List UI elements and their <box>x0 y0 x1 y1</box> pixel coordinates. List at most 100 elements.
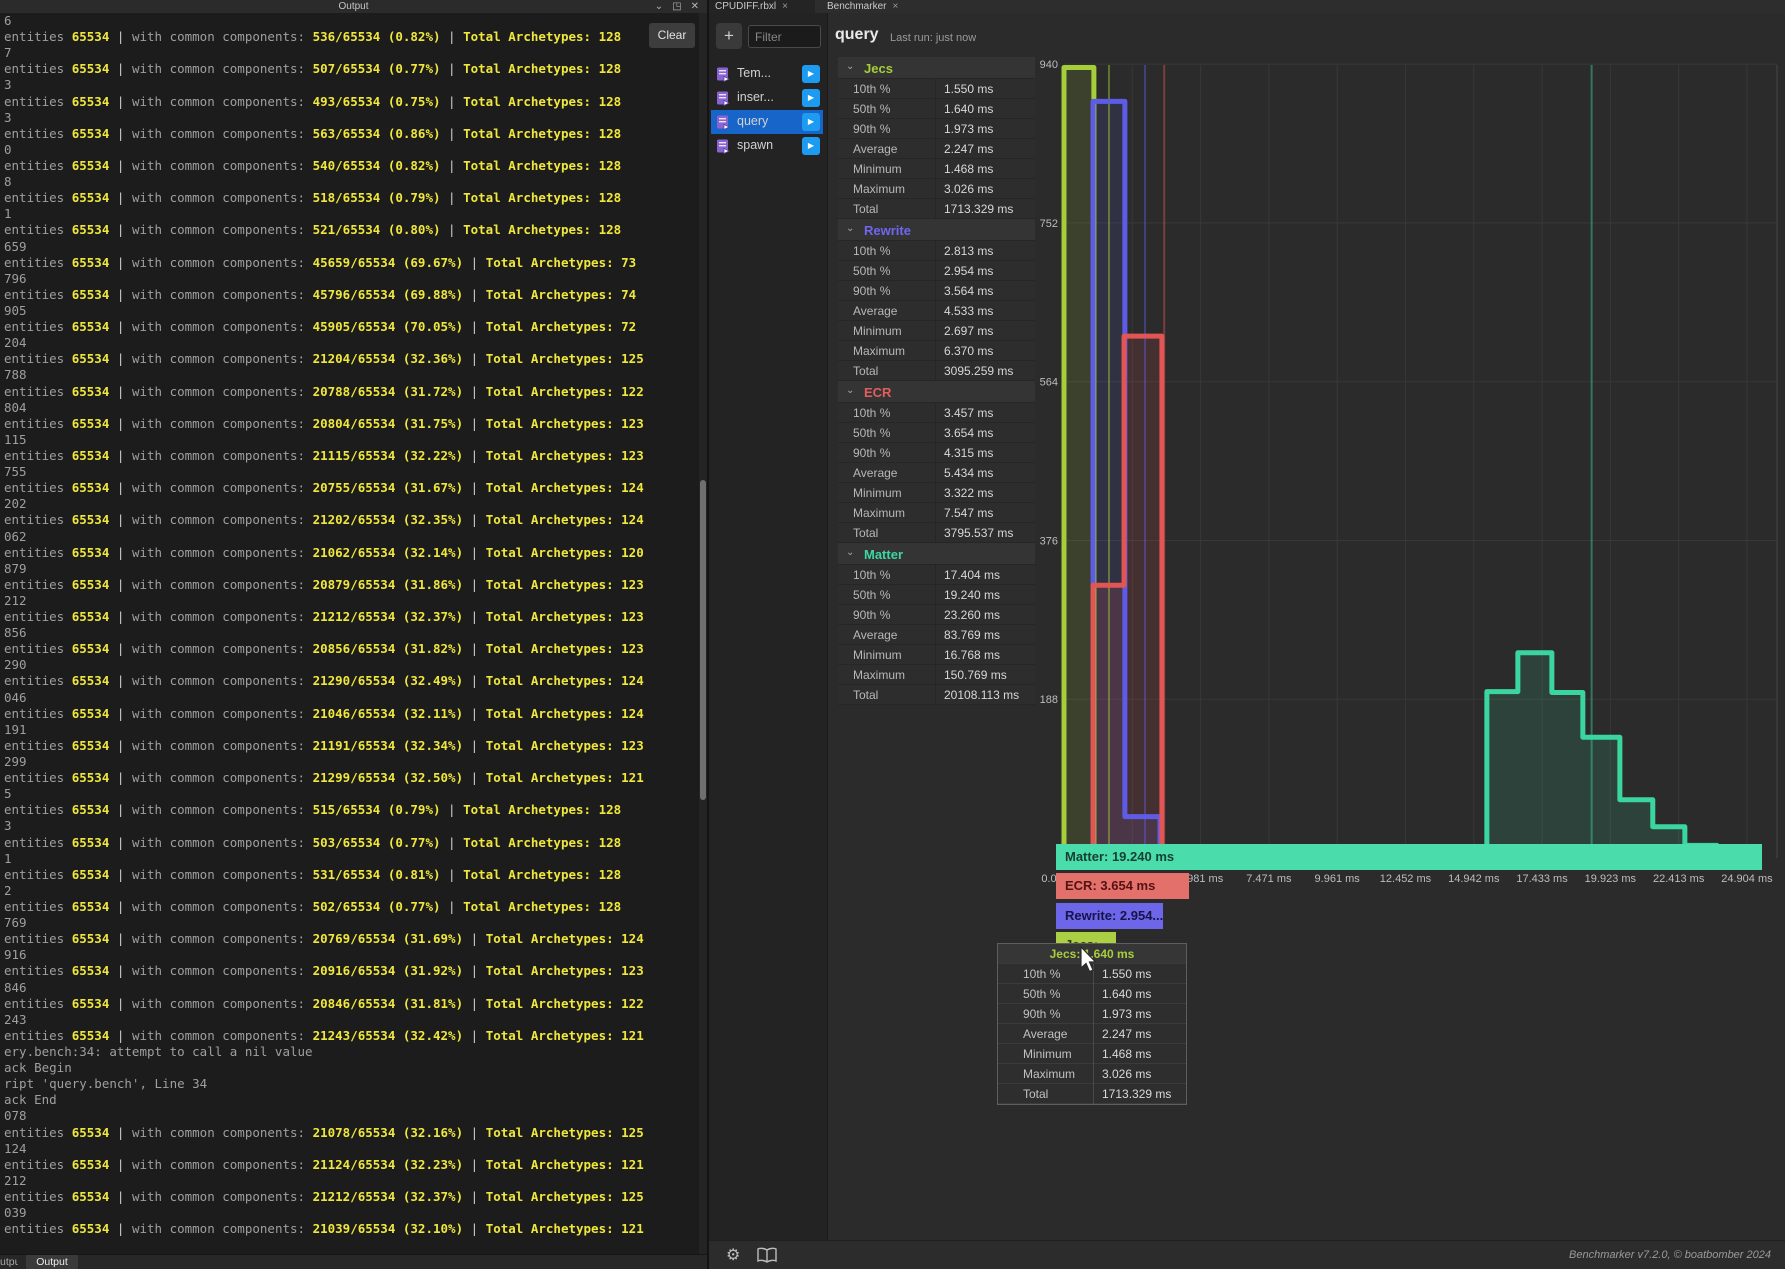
x-axis-tick: 7.471 ms <box>1246 873 1292 885</box>
output-line: 804 <box>4 399 27 415</box>
tab-benchmarker[interactable]: Benchmarker × <box>827 1 899 12</box>
stat-label: Minimum <box>853 324 902 338</box>
output-line: entities 65534 | with common components:… <box>4 1221 644 1237</box>
output-line: 1 <box>4 850 12 866</box>
output-line: 290 <box>4 657 27 673</box>
output-line: entities 65534 | with common components:… <box>4 1188 644 1204</box>
page-title: query <box>835 26 879 43</box>
output-line: 212 <box>4 1172 27 1188</box>
output-line: 5 <box>4 786 12 802</box>
stat-row: Maximum 7.547 ms <box>838 503 1035 523</box>
sidebar-item-inser[interactable]: inser... ▶ <box>711 86 823 110</box>
stat-label: Average <box>853 304 898 318</box>
output-line: ack Begin <box>4 1060 72 1076</box>
output-line: 1 <box>4 206 12 222</box>
stat-label: 10th % <box>853 568 891 582</box>
stat-row: 10th % 3.457 ms <box>838 403 1035 423</box>
stat-row: Minimum 16.768 ms <box>838 645 1035 665</box>
popout-icon[interactable]: ◳ <box>672 1 682 12</box>
section-header-rewrite[interactable]: ⌄ Rewrite <box>838 219 1035 241</box>
run-benchmark-button[interactable]: ▶ <box>802 137 820 155</box>
docs-book-icon[interactable] <box>756 1247 778 1264</box>
stat-label: 90th % <box>853 608 891 622</box>
output-line: 078 <box>4 1108 27 1124</box>
sidebar-item-tem[interactable]: Tem... ▶ <box>711 62 823 86</box>
stat-label: Maximum <box>853 506 906 520</box>
stat-row: 10th % 1.550 ms <box>838 79 1035 99</box>
histogram-chart[interactable]: 1883765647529400.000 ms2.490 ms4.981 ms7… <box>1030 40 1785 890</box>
section-header-jecs[interactable]: ⌄ Jecs <box>838 57 1035 79</box>
output-line: 299 <box>4 754 27 770</box>
stat-value: 2.247 ms <box>935 139 1035 159</box>
stat-label: 50th % <box>853 102 891 116</box>
close-icon[interactable]: ✕ <box>690 1 699 12</box>
close-icon[interactable]: × <box>782 1 788 12</box>
stat-label: Total <box>853 364 879 378</box>
tooltip-stat-value: 1.468 ms <box>1093 1044 1187 1064</box>
output-titlebar: Output ⌄ ◳ ✕ <box>0 0 707 13</box>
stat-row: Average 2.247 ms <box>838 139 1035 159</box>
filter-input[interactable] <box>748 25 821 48</box>
stat-label: 50th % <box>853 264 891 278</box>
stat-value: 1.973 ms <box>935 119 1035 139</box>
output-panel: Output ⌄ ◳ ✕ 6 entities 65534 | with comm… <box>0 0 707 1269</box>
output-line: entities 65534 | with common components:… <box>4 576 644 592</box>
run-benchmark-button[interactable]: ▶ <box>802 89 820 107</box>
tab-output[interactable]: Output <box>26 1255 78 1269</box>
chevron-down-icon: ⌄ <box>846 223 855 234</box>
output-line: entities 65534 | with common components:… <box>4 705 644 721</box>
settings-gear-icon[interactable]: ⚙ <box>726 1247 741 1264</box>
benchmarker-statusbar: ⚙ Benchmarker v7.2.0, © boatbomber 2024 <box>709 1240 1785 1269</box>
output-line: entities 65534 | with common components:… <box>4 512 644 528</box>
stat-row: Maximum 3.026 ms <box>838 179 1035 199</box>
x-axis-tick: 14.942 ms <box>1448 873 1500 885</box>
stat-row: Average 4.533 ms <box>838 301 1035 321</box>
y-axis-tick: 940 <box>1040 59 1058 71</box>
stat-row: Minimum 1.468 ms <box>838 159 1035 179</box>
output-line: entities 65534 | with common components:… <box>4 415 644 431</box>
stat-label: Maximum <box>853 344 906 358</box>
close-icon[interactable]: × <box>892 1 899 12</box>
x-axis-tick: 9.961 ms <box>1315 873 1361 885</box>
tooltip-stat-value: 1.973 ms <box>1093 1004 1187 1024</box>
section-header-matter[interactable]: ⌄ Matter <box>838 543 1035 565</box>
stat-value: 17.404 ms <box>935 565 1035 585</box>
stat-label: Minimum <box>853 486 902 500</box>
stat-label: 50th % <box>853 426 891 440</box>
stat-row: 90th % 4.315 ms <box>838 443 1035 463</box>
stat-label: 10th % <box>853 244 891 258</box>
stat-row: Minimum 2.697 ms <box>838 321 1035 341</box>
run-benchmark-button[interactable]: ▶ <box>802 65 820 83</box>
output-line: 204 <box>4 335 27 351</box>
stat-value: 3795.537 ms <box>935 523 1035 543</box>
section-name: ECR <box>864 385 892 400</box>
output-line: ript 'query.bench', Line 34 <box>4 1076 208 1092</box>
stat-value: 3.026 ms <box>935 179 1035 199</box>
output-scrollbar-thumb[interactable] <box>700 480 706 800</box>
tab-output-clipped[interactable]: utput <box>0 1256 18 1268</box>
tooltip-stat-label: Minimum <box>1023 1047 1072 1061</box>
sidebar-item-query[interactable]: query ▶ <box>711 110 823 134</box>
y-axis-tick: 188 <box>1040 694 1058 706</box>
output-line: entities 65534 | with common components:… <box>4 1156 644 1172</box>
output-line: 243 <box>4 1011 27 1027</box>
tab-cpudiff-rbxl[interactable]: CPUDIFF.rbxl × <box>709 0 815 13</box>
clear-button[interactable]: Clear <box>649 23 695 48</box>
add-benchmark-button[interactable]: + <box>716 23 742 49</box>
section-header-ecr[interactable]: ⌄ ECR <box>838 381 1035 403</box>
output-line: entities 65534 | with common components:… <box>4 963 644 979</box>
stat-value: 83.769 ms <box>935 625 1035 645</box>
run-benchmark-button[interactable]: ▶ <box>802 113 820 131</box>
output-scrollbar-track[interactable] <box>699 13 707 1254</box>
output-line: 039 <box>4 1205 27 1221</box>
stat-value: 3.322 ms <box>935 483 1035 503</box>
x-axis-tick: 19.923 ms <box>1585 873 1637 885</box>
output-line: 856 <box>4 625 27 641</box>
output-line: entities 65534 | with common components:… <box>4 480 644 496</box>
output-line: 769 <box>4 915 27 931</box>
chevron-down-icon[interactable]: ⌄ <box>654 1 664 12</box>
y-axis-tick: 376 <box>1040 535 1058 547</box>
panel-divider[interactable] <box>707 0 709 1269</box>
sidebar-item-spawn[interactable]: spawn ▶ <box>711 134 823 158</box>
stat-label: 10th % <box>853 406 891 420</box>
